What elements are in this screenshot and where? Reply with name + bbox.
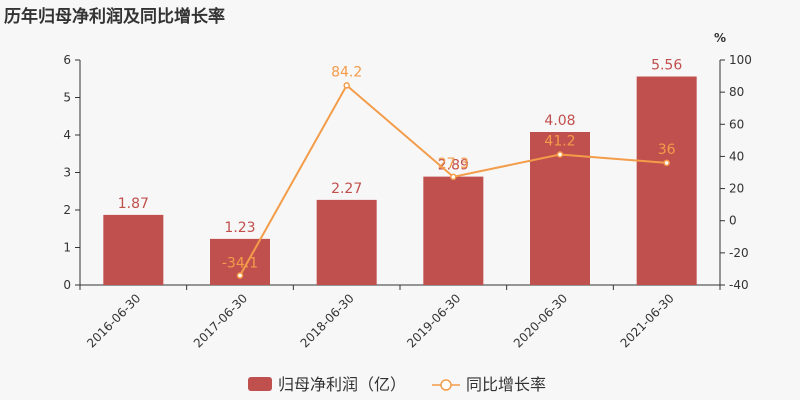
x-tick-label: 2019-06-30 bbox=[404, 291, 463, 350]
bar bbox=[636, 76, 697, 285]
x-tick-label: 2021-06-30 bbox=[618, 291, 677, 350]
bar-value-label: 4.08 bbox=[544, 113, 575, 129]
bar bbox=[103, 214, 164, 285]
line-point bbox=[556, 151, 564, 158]
legend-line-marker bbox=[440, 379, 452, 391]
right-tick-label: -20 bbox=[729, 246, 749, 260]
line-value-label: 36 bbox=[658, 142, 676, 158]
x-tick-label: 2017-06-30 bbox=[191, 291, 250, 350]
bar-value-label: 5.56 bbox=[651, 58, 682, 74]
line-value-label: -34.1 bbox=[222, 256, 258, 272]
right-tick-label: 60 bbox=[729, 117, 744, 131]
right-tick-label: -40 bbox=[729, 278, 749, 292]
line-point bbox=[663, 159, 670, 167]
left-tick-label: 5 bbox=[63, 91, 71, 105]
line-value-label: 41.2 bbox=[544, 134, 575, 150]
line-point bbox=[236, 272, 244, 279]
right-tick-label: 40 bbox=[729, 149, 744, 163]
left-tick-label: 1 bbox=[63, 241, 71, 255]
right-tick-label: 80 bbox=[729, 85, 744, 99]
line-value-label: 27.3 bbox=[438, 156, 469, 172]
bar bbox=[423, 176, 484, 285]
left-tick-label: 0 bbox=[63, 278, 71, 292]
x-tick-label: 2016-06-30 bbox=[84, 291, 143, 350]
bar bbox=[316, 199, 377, 285]
chart-title: 历年归母净利润及同比增长率 bbox=[4, 7, 225, 27]
x-tick-label: 2020-06-30 bbox=[511, 291, 570, 350]
x-tick-label: 2018-06-30 bbox=[298, 291, 357, 350]
right-tick-label: 0 bbox=[729, 214, 737, 228]
line-value-label: 84.2 bbox=[331, 64, 362, 80]
right-axis-unit: % bbox=[714, 31, 726, 45]
left-tick-label: 4 bbox=[63, 128, 71, 142]
legend-bar-swatch bbox=[248, 377, 272, 391]
bar-value-label: 2.27 bbox=[331, 181, 362, 197]
bar-value-label: 1.87 bbox=[118, 196, 149, 212]
left-tick-label: 6 bbox=[63, 53, 71, 67]
left-tick-label: 2 bbox=[63, 203, 71, 217]
right-tick-label: 100 bbox=[729, 53, 752, 67]
bar-value-label: 1.23 bbox=[224, 220, 255, 236]
right-tick-label: 20 bbox=[729, 182, 744, 196]
legend-bar-label: 归母净利润（亿） bbox=[278, 375, 406, 394]
line-point bbox=[450, 173, 457, 181]
left-tick-label: 3 bbox=[63, 166, 71, 180]
legend-line-label: 同比增长率 bbox=[466, 375, 546, 394]
line-point bbox=[343, 82, 350, 89]
